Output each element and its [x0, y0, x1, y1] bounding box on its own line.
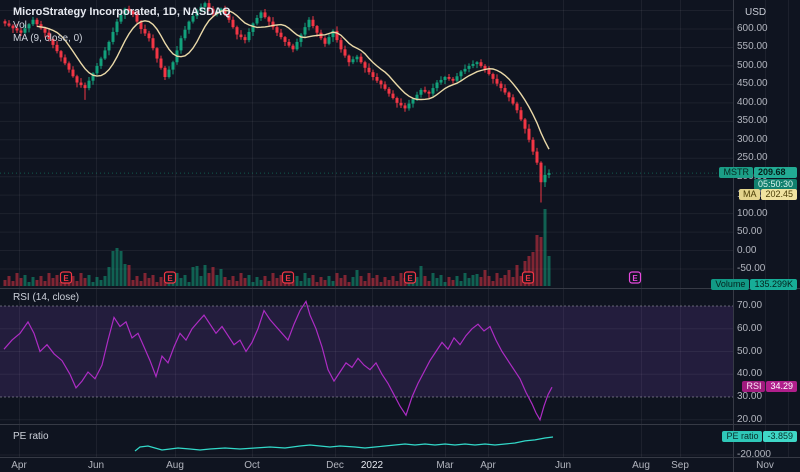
earnings-marker[interactable]: E [59, 271, 73, 284]
rsi-value-badge: RSI 34.29 [742, 381, 797, 392]
volume-chip-label: Volume [711, 279, 750, 290]
earnings-marker[interactable]: E [521, 271, 535, 284]
price-axis-currency: USD [745, 7, 767, 18]
pe-chip-label: PE ratio [722, 431, 763, 442]
rsi-pane-label[interactable]: RSI (14, close) [13, 292, 80, 303]
pe-pane-label[interactable]: PE ratio [13, 431, 49, 442]
pe-value: -3.859 [763, 431, 797, 442]
ma-value: 202.45 [761, 189, 797, 200]
svg-text:E: E [632, 274, 638, 283]
svg-text:E: E [285, 274, 291, 283]
svg-text:E: E [407, 274, 413, 283]
earnings-marker[interactable]: E [281, 271, 295, 284]
chart-legend: MicroStrategy Incorporated, 1D, NASDAQ V… [13, 5, 231, 45]
ticker-chip: MSTR [719, 167, 753, 178]
svg-text:E: E [167, 274, 173, 283]
earnings-marker[interactable]: E [163, 271, 177, 284]
last-price-value: 209.68 [753, 167, 797, 178]
earnings-marker[interactable]: E [403, 271, 417, 284]
ma-value-badge: MA 202.45 [738, 189, 797, 200]
volume-value-badge: Volume 135.299K [711, 279, 797, 290]
legend-ma-indicator[interactable]: MA (9, close, 0) [13, 33, 83, 44]
volume-value: 135.299K [750, 279, 797, 290]
svg-text:E: E [525, 274, 531, 283]
ma-chip-label: MA [738, 189, 761, 200]
pe-value-badge: PE ratio -3.859 [722, 431, 797, 442]
last-price-badge: MSTR 209.68 05:50:30 [719, 167, 797, 190]
rsi-chip-label: RSI [742, 381, 766, 392]
bar-close-countdown: 05:50:30 [753, 179, 797, 190]
earnings-marker[interactable]: E [628, 271, 642, 284]
svg-text:E: E [63, 274, 69, 283]
symbol-title[interactable]: MicroStrategy Incorporated, 1D, NASDAQ [13, 6, 231, 18]
legend-volume-indicator[interactable]: Vol [13, 20, 27, 31]
rsi-value: 34.29 [766, 381, 797, 392]
